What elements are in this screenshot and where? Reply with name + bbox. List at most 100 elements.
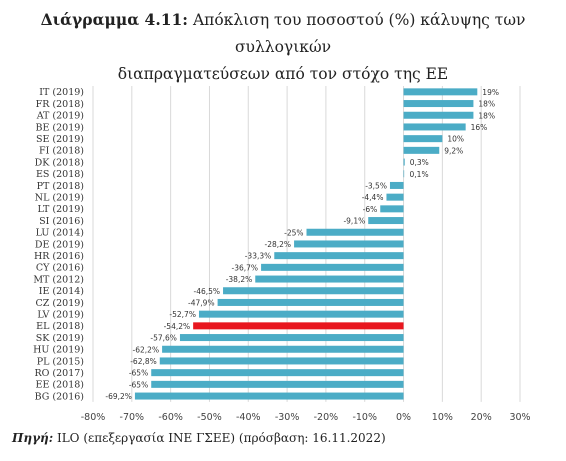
title-line1: Απόκλιση του ποσοστού (%) κάλυψης των συ…: [188, 11, 526, 56]
bar: [193, 322, 404, 330]
x-tick-label: -70%: [120, 412, 145, 423]
category-label: EE (2018): [36, 380, 84, 391]
bar: [151, 369, 404, 377]
bar: [134, 392, 404, 400]
bar: [403, 100, 474, 108]
data-label: 10%: [447, 135, 464, 144]
bar: [403, 111, 474, 119]
data-label: 0,3%: [410, 158, 429, 167]
data-label: 18%: [478, 100, 495, 109]
category-label: ES (2018): [36, 169, 84, 180]
data-label: -28,2%: [265, 240, 292, 249]
category-label: HU (2019): [33, 345, 84, 356]
bar: [306, 228, 404, 236]
x-tick-label: -60%: [158, 412, 183, 423]
category-label: SI (2016): [39, 216, 84, 227]
x-tick-label: 10%: [432, 412, 453, 423]
chart-title: Διάγραμμα 4.11: Απόκλιση του ποσοστού (%…: [0, 6, 566, 88]
category-label: NL (2019): [35, 192, 84, 203]
bar: [403, 146, 440, 154]
data-label: -3,5%: [365, 181, 387, 190]
data-label: 19%: [482, 88, 499, 97]
title-lead: Διάγραμμα 4.11:: [40, 10, 189, 29]
bar: [217, 298, 404, 306]
x-tick-label: -10%: [352, 412, 377, 423]
bar: [162, 345, 404, 353]
data-label: -47,9%: [188, 298, 215, 307]
category-label: DK (2018): [35, 157, 84, 168]
bar: [389, 181, 404, 189]
source-lead: Πηγή:: [12, 431, 54, 445]
title-line2: διαπραγματεύσεων από τον στόχο της ΕΕ: [117, 65, 449, 83]
bar: [179, 334, 404, 342]
category-label: IE (2014): [39, 286, 84, 297]
bar: [403, 135, 443, 143]
bar: [380, 205, 404, 213]
bar: [368, 217, 404, 225]
category-label: LU (2014): [36, 228, 84, 239]
category-label: BG (2016): [35, 391, 84, 402]
data-label: 0,1%: [410, 170, 429, 179]
x-tick-label: -50%: [197, 412, 222, 423]
bar: [403, 88, 478, 96]
data-label: -46,5%: [193, 287, 220, 296]
category-label: PL (2015): [37, 356, 84, 367]
source-text: ILO (επεξεργασία ΙΝΕ ΓΣΕΕ) (πρόσβαση: 16…: [53, 431, 386, 445]
data-label: -52,7%: [169, 310, 196, 319]
bar: [403, 123, 466, 131]
category-label: LT (2019): [38, 204, 84, 215]
category-label: BE (2019): [35, 122, 84, 133]
bar: [403, 158, 405, 166]
bar: [261, 263, 404, 271]
data-label: -9,1%: [343, 217, 365, 226]
category-label: AT (2019): [36, 111, 84, 122]
bar: [403, 170, 405, 178]
bar: [159, 357, 404, 365]
category-label: FI (2018): [39, 146, 84, 157]
bar: [294, 240, 404, 248]
data-label: -25%: [284, 228, 303, 237]
category-label: CY (2016): [36, 263, 84, 274]
data-label: 16%: [471, 123, 488, 132]
data-label: -33,3%: [245, 252, 272, 261]
data-label: -38,2%: [226, 275, 253, 284]
x-tick-label: 0%: [396, 412, 411, 423]
data-label: -65%: [129, 369, 148, 378]
bar: [223, 287, 404, 295]
category-label: IT (2019): [39, 87, 84, 98]
source-note: Πηγή: ILO (επεξεργασία ΙΝΕ ΓΣΕΕ) (πρόσβα…: [12, 431, 386, 445]
category-label: SK (2019): [36, 333, 84, 344]
bar: [151, 380, 404, 388]
x-tick-label: 30%: [509, 412, 530, 423]
data-label: -65%: [129, 380, 148, 389]
data-label: -62,8%: [130, 357, 157, 366]
category-label: HR (2016): [34, 251, 84, 262]
x-tick-label: -80%: [81, 412, 106, 423]
x-tick-label: -20%: [314, 412, 339, 423]
data-label: -54,2%: [164, 322, 191, 331]
category-label: PT (2018): [37, 181, 84, 192]
data-label: -69,2%: [105, 392, 132, 401]
category-label: DE (2019): [35, 239, 84, 250]
bar: [198, 310, 404, 318]
data-label: -57,6%: [150, 334, 177, 343]
category-label: MT (2012): [33, 274, 84, 285]
data-label: 18%: [478, 111, 495, 120]
x-tick-label: 20%: [471, 412, 492, 423]
bar: [255, 275, 404, 283]
data-label: -62,2%: [133, 345, 160, 354]
category-label: CZ (2019): [36, 298, 84, 309]
bar: [274, 252, 404, 260]
data-label: -6%: [363, 205, 378, 214]
category-label: SE (2019): [36, 134, 84, 145]
category-label: RO (2017): [34, 368, 84, 379]
category-label: FR (2018): [36, 99, 84, 110]
x-tick-label: -40%: [236, 412, 261, 423]
data-label: -36,7%: [232, 263, 259, 272]
data-label: 9,2%: [444, 146, 463, 155]
data-label: -4,4%: [362, 193, 384, 202]
bar: [386, 193, 404, 201]
category-label: LV (2019): [37, 309, 84, 320]
category-label: EL (2018): [36, 321, 84, 332]
